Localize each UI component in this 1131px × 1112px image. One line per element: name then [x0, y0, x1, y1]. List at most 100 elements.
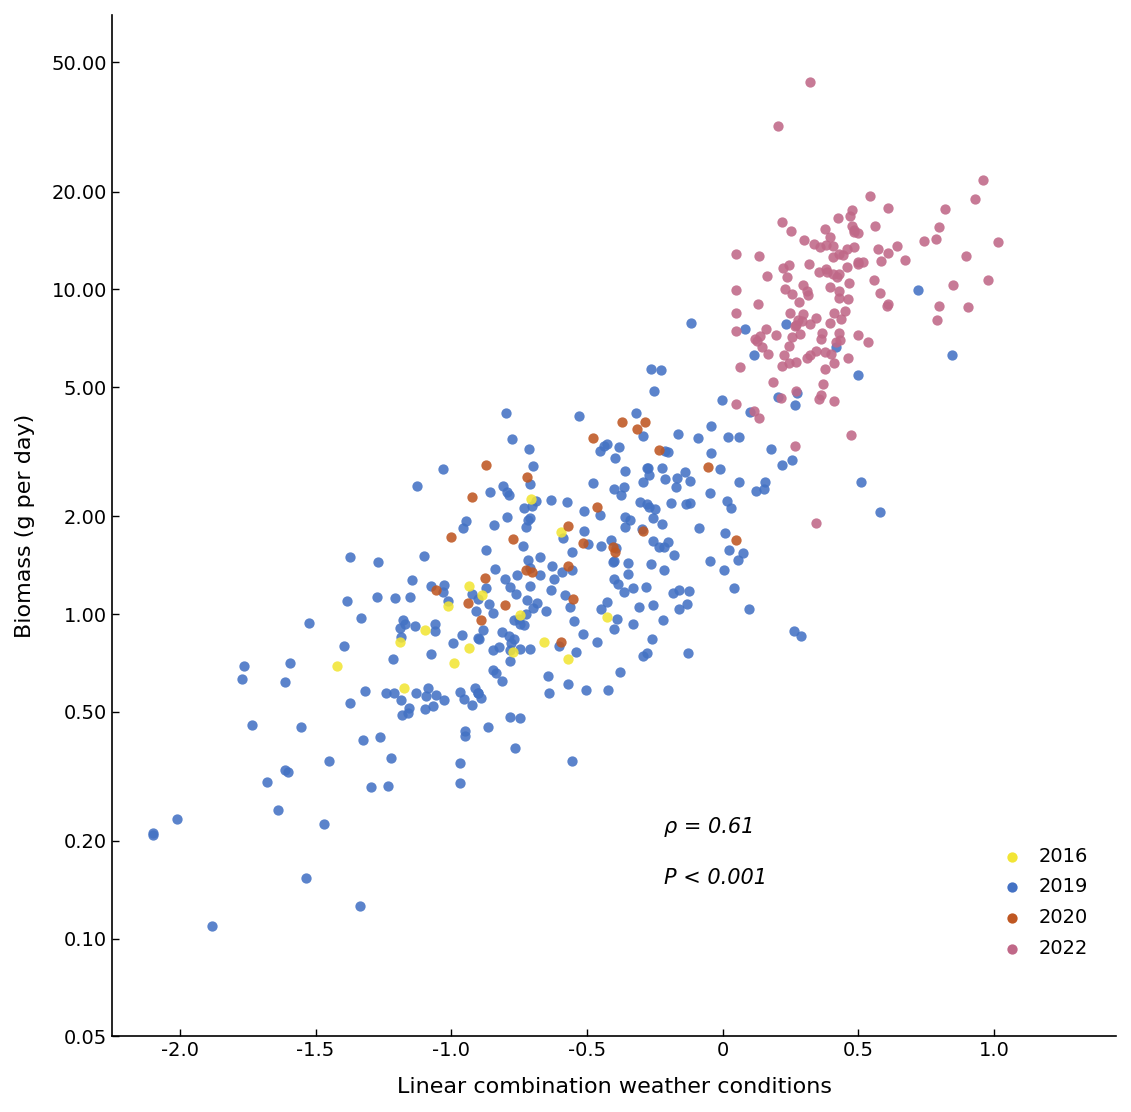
2016 [560, 651, 578, 668]
2022 [779, 355, 797, 373]
2022 [786, 317, 804, 335]
2019 [576, 502, 594, 519]
2019 [468, 629, 486, 647]
2019 [682, 314, 700, 331]
2019 [553, 564, 571, 582]
2019 [391, 619, 409, 637]
2019 [585, 475, 603, 493]
2019 [280, 654, 299, 672]
2019 [640, 498, 658, 516]
2016 [390, 633, 408, 651]
2019 [506, 631, 524, 648]
2019 [616, 463, 634, 480]
2019 [563, 544, 581, 562]
2019 [301, 614, 319, 632]
2022 [817, 220, 835, 238]
2016 [597, 608, 615, 626]
2019 [641, 555, 659, 573]
2022 [957, 247, 975, 265]
2019 [656, 469, 674, 487]
2022 [812, 330, 830, 348]
2019 [605, 570, 623, 588]
2019 [258, 773, 276, 791]
2019 [507, 585, 525, 603]
2019 [144, 824, 162, 842]
2019 [611, 663, 629, 681]
2019 [757, 473, 775, 490]
2019 [500, 627, 518, 645]
2019 [422, 646, 440, 664]
2019 [610, 438, 628, 456]
2016 [396, 679, 414, 697]
2019 [276, 762, 294, 780]
2019 [653, 515, 671, 533]
2019 [452, 626, 470, 644]
2019 [493, 672, 511, 689]
2022 [798, 287, 817, 305]
2019 [507, 738, 525, 756]
2022 [828, 268, 846, 286]
2019 [665, 546, 683, 564]
2019 [425, 622, 443, 639]
2019 [408, 477, 426, 495]
2022 [849, 224, 867, 241]
2019 [607, 539, 625, 557]
2022 [849, 255, 867, 272]
2019 [828, 338, 846, 356]
2019 [292, 718, 310, 736]
2019 [664, 585, 682, 603]
2020 [518, 468, 536, 486]
2022 [841, 207, 860, 225]
2022 [810, 264, 828, 281]
2019 [604, 553, 622, 570]
2019 [744, 346, 762, 364]
2020 [559, 517, 577, 535]
2022 [943, 276, 961, 294]
2019 [787, 384, 805, 401]
2016 [504, 643, 523, 661]
2022 [869, 240, 887, 258]
Text: ρ = 0.61: ρ = 0.61 [664, 817, 754, 837]
2022 [959, 298, 977, 316]
2020 [699, 458, 717, 476]
2019 [667, 478, 685, 496]
2019 [719, 542, 737, 559]
2019 [469, 684, 487, 702]
2019 [567, 644, 585, 662]
2022 [746, 330, 765, 348]
2019 [466, 679, 484, 697]
2019 [456, 691, 474, 708]
2019 [680, 582, 698, 599]
2019 [729, 550, 748, 568]
2019 [670, 599, 688, 617]
2019 [537, 603, 555, 620]
2022 [835, 246, 853, 264]
2019 [717, 493, 735, 510]
2022 [824, 248, 843, 266]
2019 [570, 407, 588, 425]
2022 [806, 514, 824, 532]
2022 [866, 218, 884, 236]
2019 [385, 684, 403, 702]
2022 [824, 355, 843, 373]
2019 [342, 694, 360, 712]
2019 [521, 509, 539, 527]
2022 [888, 237, 906, 255]
2016 [460, 577, 478, 595]
2019 [554, 529, 572, 547]
2019 [624, 579, 642, 597]
2019 [645, 383, 663, 400]
2019 [575, 523, 593, 540]
2019 [383, 649, 402, 667]
2019 [513, 537, 532, 555]
2022 [783, 328, 801, 346]
2019 [551, 637, 569, 655]
2016 [328, 657, 346, 675]
2019 [352, 609, 370, 627]
2019 [456, 727, 474, 745]
2019 [734, 545, 752, 563]
2022 [879, 295, 897, 312]
2022 [732, 358, 750, 376]
2020 [563, 590, 581, 608]
2022 [808, 309, 826, 327]
